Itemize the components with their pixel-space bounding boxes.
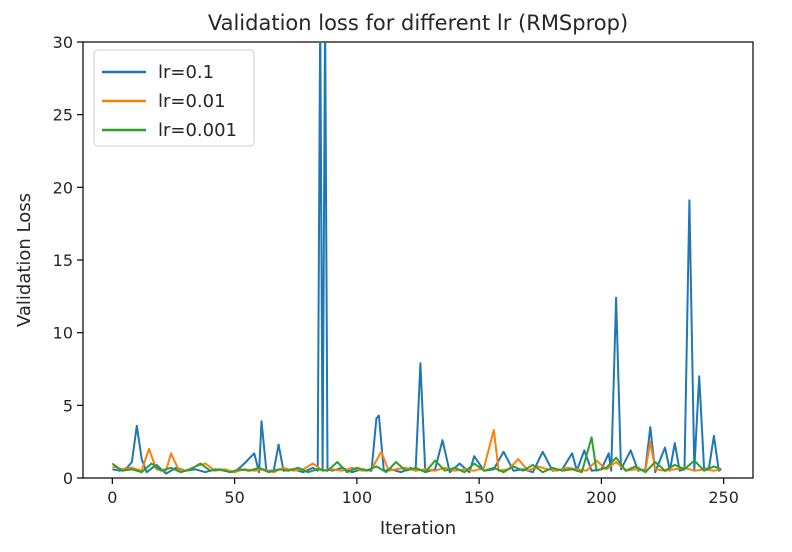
x-tick-label: 100 (342, 488, 373, 507)
series-line-3 (111, 436, 722, 474)
legend-label-2: lr=0.01 (158, 91, 226, 112)
x-axis-label: Iteration (380, 518, 456, 539)
chart-title: Validation loss for different lr (RMSpro… (208, 11, 628, 35)
y-tick-label: 20 (53, 178, 73, 197)
x-tick-label: 250 (708, 488, 739, 507)
x-tick-label: 200 (586, 488, 617, 507)
y-tick-label: 0 (63, 469, 73, 488)
x-tick-label: 50 (224, 488, 244, 507)
x-tick-label: 0 (107, 488, 117, 507)
x-axis: 0 50 100 150 200 250 (107, 478, 739, 507)
series-layer (111, 42, 722, 475)
legend-label-1: lr=0.1 (158, 62, 214, 83)
y-axis-label: Validation Loss (14, 193, 35, 327)
x-tick-label: 150 (464, 488, 495, 507)
y-axis: 0 5 10 15 20 25 30 (53, 33, 83, 488)
y-tick-label: 10 (53, 324, 73, 343)
y-tick-label: 5 (63, 396, 73, 415)
legend-box (93, 49, 255, 147)
y-tick-label: 25 (53, 106, 73, 125)
y-tick-label: 30 (53, 33, 73, 52)
legend-label-3: lr=0.001 (158, 120, 237, 141)
y-tick-label: 15 (53, 251, 73, 270)
legend: lr=0.1 lr=0.01 lr=0.001 (93, 49, 255, 147)
